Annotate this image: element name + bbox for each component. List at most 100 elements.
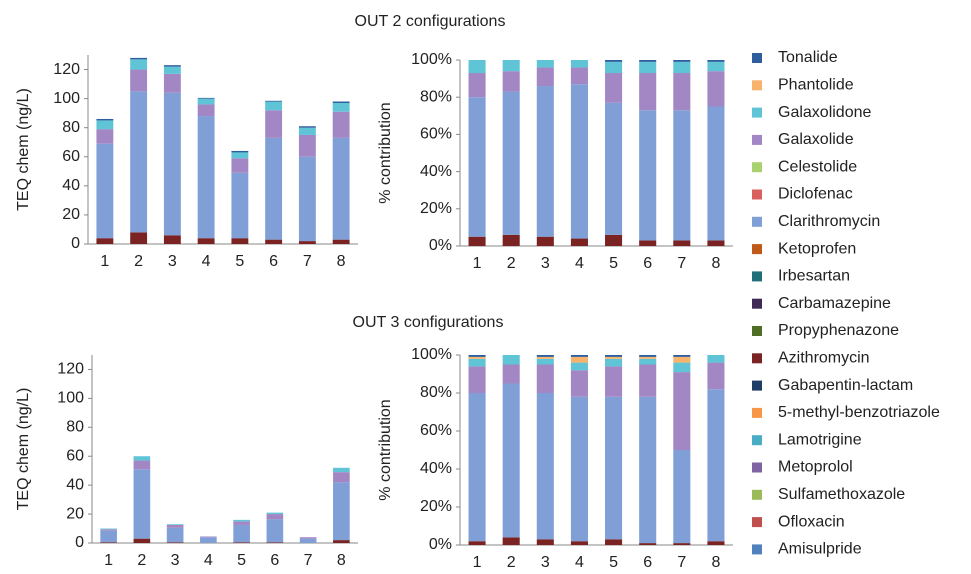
bar-segment (673, 362, 691, 373)
y-tick-label: 60% (420, 422, 452, 439)
bar-segment (605, 358, 623, 367)
bar-segment (200, 536, 217, 538)
y-tick-label: 100 (57, 390, 84, 407)
bar-segment (639, 355, 657, 357)
legend-swatch (752, 134, 762, 145)
bar-segment (673, 372, 691, 450)
x-tick-label: 7 (303, 253, 312, 270)
x-tick-label: 5 (237, 552, 246, 569)
x-tick-label: 3 (171, 552, 180, 569)
bar-segment (605, 366, 623, 397)
bar-segment (298, 134, 316, 157)
y-tick-label: 80% (420, 88, 452, 105)
bar-segment (166, 527, 184, 543)
legend-label: 5-methyl-benzotriazole (778, 404, 940, 421)
legend-swatch (752, 162, 762, 173)
bar-segment (639, 358, 657, 365)
bar-segment (233, 542, 250, 543)
x-tick-label: 3 (541, 255, 550, 272)
bar-segment (605, 60, 623, 62)
bar-segment (266, 542, 284, 543)
y-tick-label: 0% (429, 237, 452, 254)
bar-segment (673, 61, 691, 74)
legend-label: Carbamazepine (778, 295, 891, 312)
bar-segment (166, 524, 184, 525)
bar-segment (502, 91, 520, 235)
bar-segment (197, 97, 215, 99)
y-tick-label: 0% (429, 536, 452, 553)
x-tick-label: 2 (134, 253, 143, 270)
bar-segment (570, 362, 588, 371)
bar-segment (707, 106, 725, 241)
bar-segment (707, 60, 725, 62)
legend-label: Clarithromycin (778, 213, 880, 230)
y-tick-label: 20 (66, 505, 84, 522)
bar-segment (96, 129, 114, 144)
bar-segment (265, 100, 283, 102)
y-tick-label: 80 (62, 119, 80, 136)
legend-label: Metoprolol (778, 459, 853, 476)
bar-segment (100, 528, 117, 530)
bar-segment (332, 102, 350, 112)
legend-swatch (752, 107, 762, 118)
bar-segment (231, 238, 249, 244)
bar-segment (536, 236, 554, 246)
x-tick-label: 2 (507, 554, 516, 571)
x-tick-label: 5 (609, 554, 618, 571)
legend-label: Tonalide (778, 49, 838, 66)
bar-segment (130, 59, 148, 70)
bar-segment (639, 73, 657, 111)
legend-swatch (752, 271, 762, 282)
bar-segment (233, 524, 250, 543)
y-axis-label: TEQ chem (ng/L) (15, 388, 32, 511)
bar-segment (468, 356, 486, 359)
bar-segment (707, 71, 725, 107)
bar-segment (332, 239, 350, 244)
legend-swatch (752, 298, 762, 309)
bar-segment (639, 110, 657, 241)
legend-label: Lamotrigine (778, 431, 862, 448)
x-tick-label: 4 (204, 552, 213, 569)
x-tick-label: 1 (473, 255, 482, 272)
legend-label: Amisulpride (778, 541, 862, 558)
bar-segment (133, 538, 151, 543)
legend-label: Sulfamethoxazole (778, 486, 905, 503)
bar-segment (130, 57, 148, 60)
y-tick-label: 20% (420, 200, 452, 217)
bar-segment (163, 73, 181, 93)
legend-label: Irbesartan (778, 268, 850, 285)
x-tick-label: 7 (677, 554, 686, 571)
x-tick-label: 6 (643, 554, 652, 571)
bar-segment (163, 235, 181, 244)
bar-segment (231, 150, 249, 153)
y-tick-label: 60 (66, 447, 84, 464)
bar-segment (299, 537, 317, 539)
y-tick-label: 60% (420, 126, 452, 143)
legend-label: Propyphenazone (778, 322, 899, 339)
legend-swatch (752, 517, 762, 528)
y-tick-label: 80 (66, 419, 84, 436)
bar-segment (298, 127, 316, 135)
y-tick-label: 120 (57, 361, 84, 378)
bar-segment (502, 60, 520, 72)
bar-segment (502, 364, 520, 384)
bar-segment (197, 238, 215, 244)
bar-segment (333, 467, 350, 473)
bar-segment (163, 66, 181, 74)
bar-segment (605, 61, 623, 74)
bar-segment (673, 240, 691, 246)
x-tick-label: 3 (541, 554, 550, 571)
bar-segment (639, 240, 657, 246)
x-tick-label: 2 (137, 552, 146, 569)
x-tick-label: 5 (609, 255, 618, 272)
legend-label: Azithromycin (778, 350, 870, 367)
bar-segment (233, 521, 250, 525)
legend-label: Celestolide (778, 158, 857, 175)
bar-segment (133, 456, 151, 461)
y-tick-label: 0 (75, 534, 84, 551)
legend-swatch (752, 53, 762, 63)
legend-label: Ofloxacin (778, 513, 845, 530)
legend-label: Gabapentin-lactam (778, 377, 913, 394)
chart-title: OUT 2 configurations (355, 13, 506, 30)
